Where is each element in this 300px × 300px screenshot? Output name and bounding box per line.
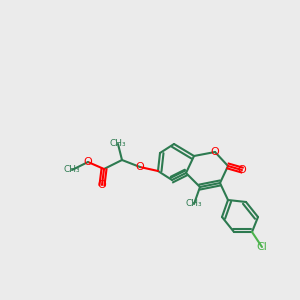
Text: CH₃: CH₃: [110, 140, 126, 148]
Text: CH₃: CH₃: [64, 166, 80, 175]
Text: Cl: Cl: [256, 242, 267, 252]
Text: O: O: [136, 162, 144, 172]
Text: O: O: [238, 165, 246, 175]
Text: O: O: [84, 157, 92, 167]
Text: O: O: [211, 147, 219, 157]
Text: O: O: [98, 180, 106, 190]
Text: CH₃: CH₃: [186, 200, 202, 208]
